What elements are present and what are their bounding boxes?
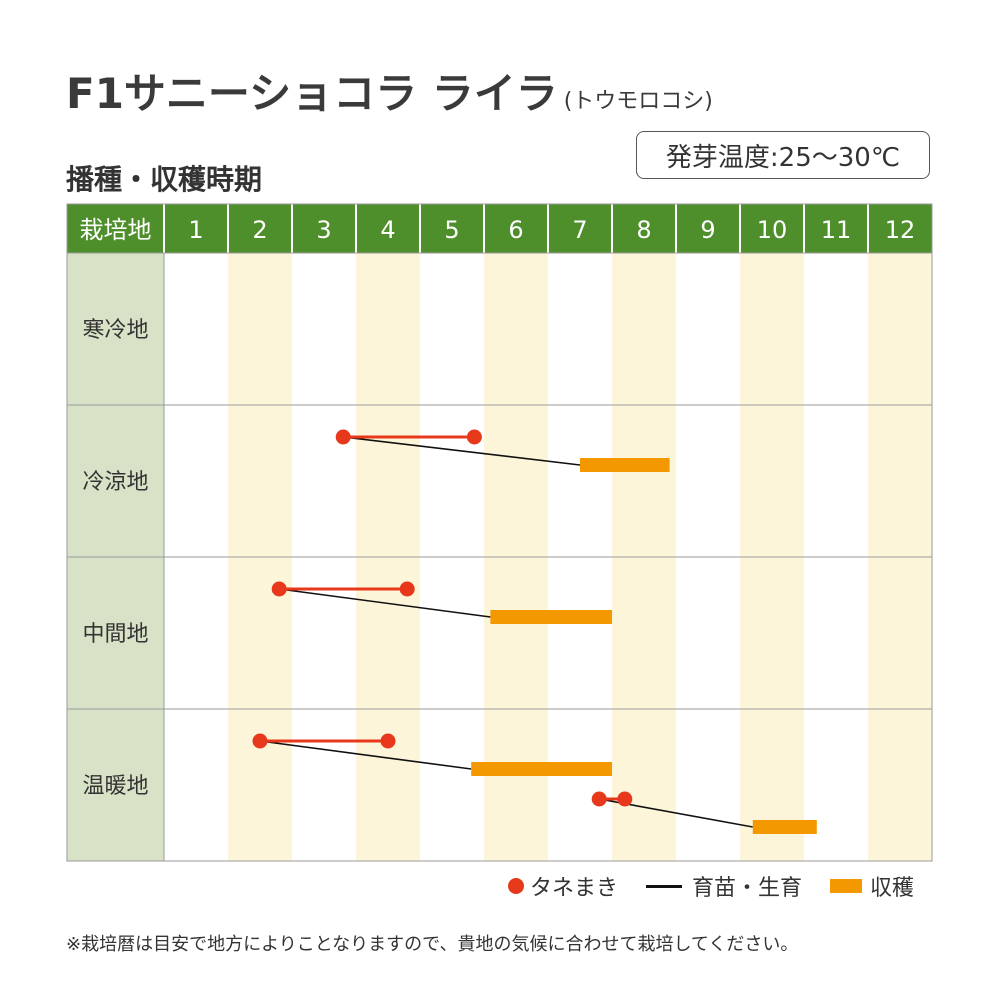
header-label: 栽培地 — [80, 216, 152, 244]
sowing-dot — [617, 791, 633, 807]
harvest-bar — [471, 762, 612, 776]
legend-sowing-label: タネまき — [530, 876, 619, 901]
title-main: F1サニーショコラ ライラ — [66, 69, 558, 118]
region-label-2: 冷涼地 — [82, 470, 148, 495]
sowing-dot — [271, 581, 287, 597]
growing-line-icon — [646, 884, 683, 888]
growing-line — [279, 588, 491, 618]
legend: タネまき 育苗・生育 収穫 — [508, 870, 914, 902]
region-label-4: 温暖地 — [82, 774, 148, 799]
growing-line — [343, 436, 581, 466]
region-row-4 — [252, 733, 817, 834]
month-label-8: 8 — [636, 216, 651, 244]
month-label-7: 7 — [572, 216, 587, 244]
month-label-2: 2 — [252, 216, 267, 244]
sowing-dot — [252, 733, 268, 749]
month-label-9: 9 — [700, 216, 715, 244]
chart-title: F1サニーショコラ ライラ (トウモロコシ) — [66, 60, 713, 121]
region-row-3 — [271, 581, 612, 624]
germination-temperature-label: 発芽温度:25〜30℃ — [665, 142, 901, 173]
legend-growing-label: 育苗・生育 — [692, 876, 803, 901]
sowing-dot — [466, 429, 482, 445]
month-label-1: 1 — [188, 216, 203, 244]
title-sub: (トウモロコシ) — [563, 89, 713, 114]
sowing-dot-icon — [508, 878, 524, 894]
region-row-2 — [335, 429, 670, 472]
month-label-10: 10 — [757, 216, 788, 244]
chart-subtitle: 播種・収穫時期 — [66, 163, 263, 196]
legend-sowing: タネまき — [508, 870, 618, 902]
legend-harvest-label: 収穫 — [870, 876, 915, 901]
harvest-bar — [490, 610, 612, 624]
germination-temperature-box: 発芽温度:25〜30℃ — [636, 131, 930, 179]
sowing-dot — [335, 429, 351, 445]
harvest-bar — [580, 458, 670, 472]
month-label-4: 4 — [380, 216, 395, 244]
legend-harvest: 収穫 — [830, 870, 914, 902]
region-label-1: 寒冷地 — [82, 318, 148, 343]
month-label-11: 11 — [821, 216, 852, 244]
sowing-dot — [380, 733, 396, 749]
legend-growing: 育苗・生育 — [646, 870, 802, 902]
sowing-dot — [399, 581, 415, 597]
region-label-3: 中間地 — [82, 622, 148, 647]
growing-line — [259, 740, 472, 770]
footnote: ※栽培暦は目安で地方によりことなりますので、貴地の気候に合わせて栽培してください… — [66, 934, 799, 955]
month-label-6: 6 — [508, 216, 523, 244]
harvest-bar-icon — [830, 879, 863, 893]
harvest-bar — [752, 820, 817, 834]
sowing-dot — [591, 791, 607, 807]
chart-frame — [66, 203, 933, 862]
month-label-12: 12 — [885, 216, 916, 244]
month-label-5: 5 — [444, 216, 459, 244]
month-label-3: 3 — [316, 216, 331, 244]
header-band — [67, 204, 932, 253]
